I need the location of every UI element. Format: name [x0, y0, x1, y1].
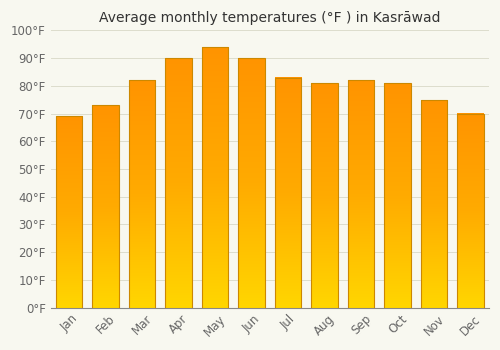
Bar — [56, 116, 82, 308]
Bar — [129, 80, 155, 308]
Bar — [238, 58, 264, 308]
Bar — [421, 100, 448, 308]
Bar — [166, 58, 192, 308]
Bar — [348, 80, 374, 308]
Bar — [458, 114, 484, 308]
Bar — [312, 83, 338, 308]
Bar — [202, 47, 228, 308]
Bar — [384, 83, 410, 308]
Title: Average monthly temperatures (°F ) in Kasrāwad: Average monthly temperatures (°F ) in Ka… — [99, 11, 440, 25]
Bar — [92, 105, 118, 308]
Bar — [275, 78, 301, 308]
